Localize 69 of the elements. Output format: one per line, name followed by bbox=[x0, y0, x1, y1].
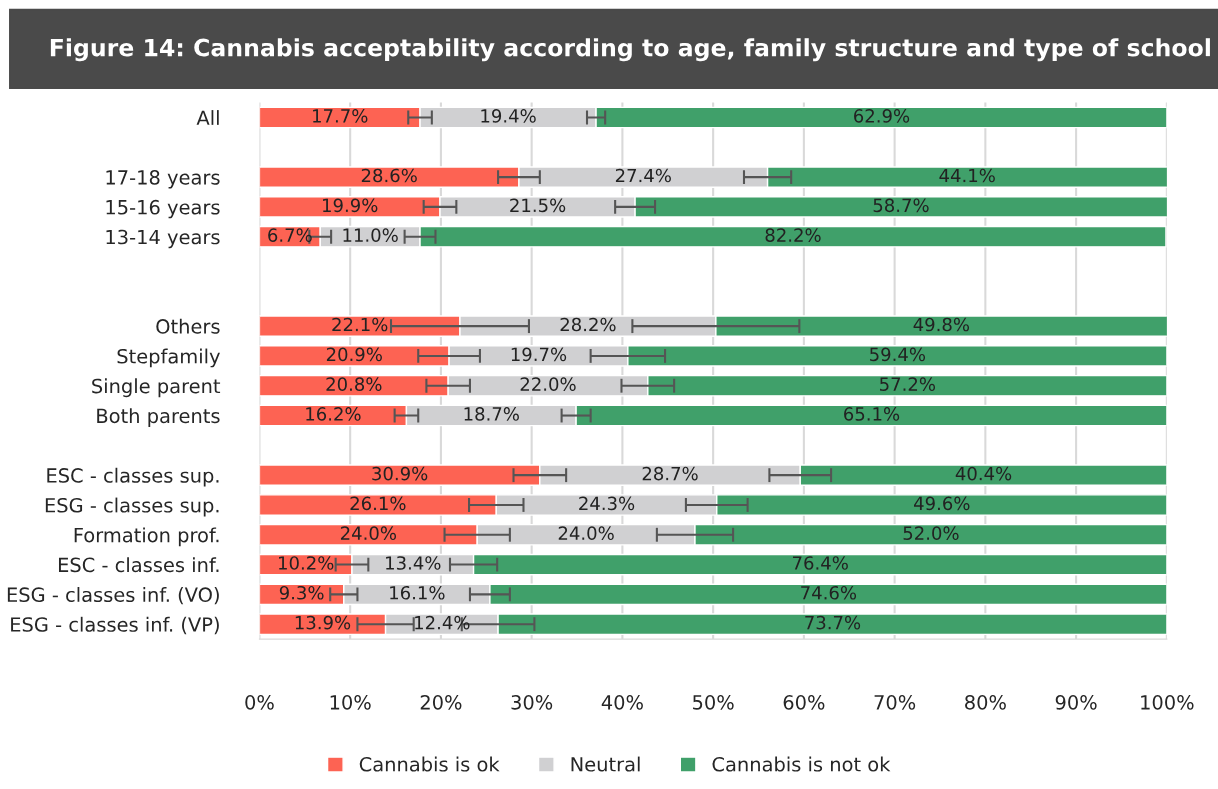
y-tick-label: ESG - classes inf. (VO) bbox=[7, 586, 219, 605]
data-label: 19.4% bbox=[481, 109, 536, 123]
data-label: 16.1% bbox=[390, 585, 445, 600]
data-label: 44.1% bbox=[939, 168, 995, 183]
x-tick-label: 40% bbox=[601, 694, 643, 710]
data-label: 24.0% bbox=[558, 526, 614, 541]
data-label: 49.8% bbox=[913, 317, 970, 332]
data-label: 24.0% bbox=[340, 526, 397, 541]
data-label: 16.2% bbox=[306, 407, 361, 421]
y-tick-label: Single parent bbox=[92, 378, 221, 398]
data-label: 58.7% bbox=[873, 198, 929, 213]
data-label: 9.3% bbox=[279, 585, 324, 600]
data-label: 22.1% bbox=[332, 317, 388, 332]
legend-label: Cannabis is not ok bbox=[712, 756, 891, 772]
data-label: 24.3% bbox=[579, 496, 635, 511]
y-tick-label: 13-14 years bbox=[106, 229, 220, 249]
data-label: 74.6% bbox=[801, 585, 857, 600]
x-tick-label: 70% bbox=[874, 694, 916, 710]
data-label: 17.7% bbox=[313, 109, 368, 123]
data-label: 40.4% bbox=[955, 466, 1012, 481]
data-label: 49.6% bbox=[914, 496, 970, 511]
data-label: 21.5% bbox=[510, 198, 566, 213]
y-tick-label: Both parents bbox=[97, 408, 220, 427]
chart-title: Figure 14: Cannabis acceptability according to age, family structure and type of school bbox=[50, 38, 1210, 62]
data-label: 76.4% bbox=[793, 556, 848, 570]
y-tick-label: 17-18 years bbox=[106, 170, 220, 189]
x-tick-label: 100% bbox=[1141, 694, 1194, 710]
y-tick-label: ESG - classes inf. (VP) bbox=[11, 616, 219, 635]
data-label: 18.7% bbox=[464, 407, 519, 421]
y-tick-label: 15-16 years bbox=[106, 199, 220, 219]
x-tick-label: 90% bbox=[1055, 694, 1097, 710]
x-tick-label: 60% bbox=[783, 694, 825, 710]
data-label: 28.7% bbox=[642, 466, 698, 481]
data-label: 13.4% bbox=[386, 556, 441, 570]
data-label: 28.6% bbox=[361, 168, 417, 183]
data-label: 82.2% bbox=[765, 228, 821, 242]
data-label: 19.7% bbox=[511, 347, 567, 362]
data-label: 11.0% bbox=[343, 228, 398, 242]
data-label: 26.1% bbox=[350, 496, 406, 511]
y-tick-label: Formation prof. bbox=[74, 527, 219, 547]
data-label: 59.4% bbox=[870, 347, 926, 362]
data-label: 20.9% bbox=[326, 347, 382, 362]
data-label: 65.1% bbox=[844, 407, 900, 421]
x-tick-label: 20% bbox=[420, 694, 462, 710]
legend-label: Cannabis is ok bbox=[359, 756, 500, 772]
y-tick-label: All bbox=[196, 110, 219, 125]
data-label: 62.9% bbox=[854, 109, 910, 123]
data-label: 57.2% bbox=[880, 377, 936, 391]
data-label: 52.0% bbox=[903, 526, 959, 541]
y-tick-label: ESG - classes sup. bbox=[45, 497, 219, 517]
legend-label: Neutral bbox=[571, 756, 640, 772]
x-tick-label: 30% bbox=[511, 694, 553, 710]
x-tick-label: 10% bbox=[330, 694, 371, 710]
data-label: 27.4% bbox=[615, 168, 671, 183]
data-label: 13.9% bbox=[295, 615, 351, 630]
x-tick-label: 50% bbox=[693, 694, 734, 710]
y-tick-label: Others bbox=[156, 318, 220, 334]
y-tick-label: ESC - classes sup. bbox=[47, 467, 219, 487]
x-tick-label: 0% bbox=[245, 694, 274, 710]
x-tick-label: 80% bbox=[965, 694, 1006, 710]
data-label: 22.0% bbox=[520, 377, 576, 391]
y-tick-label: ESC - classes inf. bbox=[58, 557, 219, 573]
data-label: 30.9% bbox=[372, 466, 428, 481]
data-label: 28.2% bbox=[560, 317, 616, 332]
data-label: 19.9% bbox=[323, 198, 378, 213]
y-tick-label: Stepfamily bbox=[117, 348, 220, 368]
data-label: 20.8% bbox=[326, 377, 382, 391]
data-label: 73.7% bbox=[805, 615, 861, 630]
data-label: 10.2% bbox=[279, 556, 334, 570]
